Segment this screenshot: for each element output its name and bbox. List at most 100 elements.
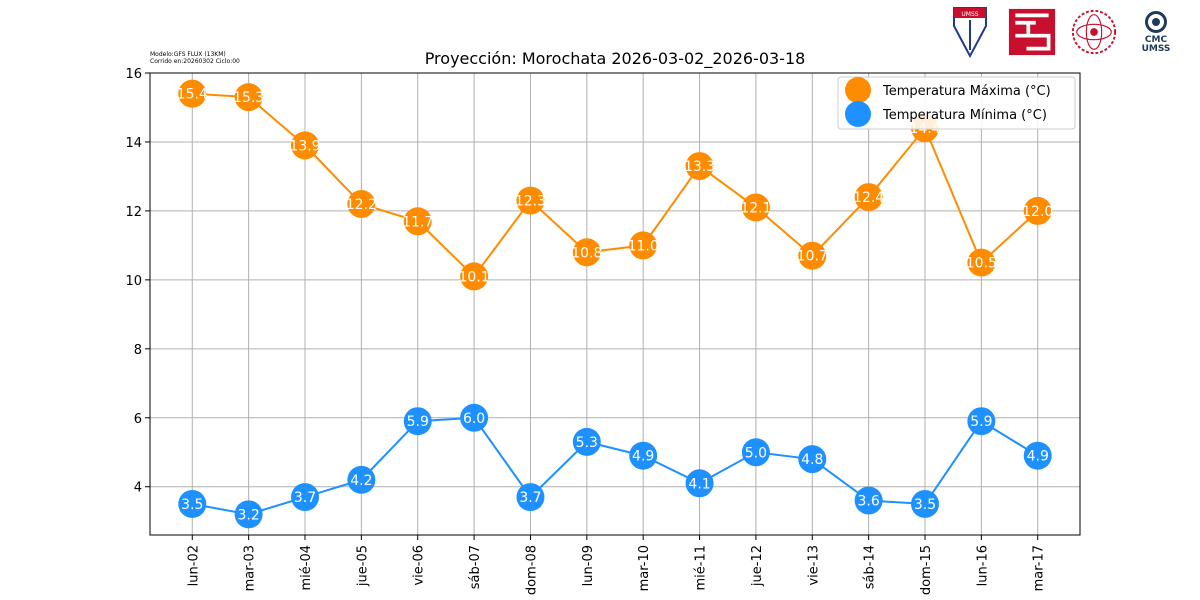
data-point-max [798,241,827,270]
data-label-min: 6.0 [463,411,485,427]
legend-marker-max [845,77,871,103]
x-tick-label: lun-02 [186,545,201,586]
data-point-min [911,489,939,518]
y-tick-label: 6 [134,412,142,427]
y-tick-label: 8 [134,343,142,358]
data-label-min: 4.1 [688,476,710,492]
legend: Temperatura Máxima (°C) Temperatura Mínim… [837,76,1076,130]
data-point-min [854,486,883,515]
data-point-min [967,407,996,436]
data-point-max [854,183,883,212]
data-label-max: 13.3 [684,159,715,175]
data-point-min [403,407,432,436]
data-label-min: 3.2 [238,507,260,523]
data-label-max: 12.0 [1022,204,1053,220]
legend-label-min: Temperatura Mínima (°C) [882,108,1047,123]
data-point-max [1023,196,1052,225]
data-point-min [798,445,827,474]
x-tick-label: mié-11 [694,545,709,591]
data-point-max [403,207,432,236]
y-tick-label: 4 [134,481,142,496]
data-label-min: 5.9 [970,414,992,430]
data-label-max: 11.0 [628,238,659,254]
data-point-min [685,469,714,498]
x-tick-label: mar-10 [637,545,652,591]
model-info: Modelo:GFS FLUX (13KM) Corrido en:202603… [150,51,240,65]
y-tick-label: 10 [125,274,142,289]
data-label-min: 4.8 [801,452,823,468]
data-label-max: 10.5 [966,256,997,272]
data-label-min: 5.3 [576,435,598,451]
red-emblem-logo [1008,6,1056,58]
data-point-max [967,248,996,277]
umss-logo-text: UMSS [961,11,978,18]
data-label-max: 15.3 [233,90,264,106]
axis-layer: lun-02 mar-03 mié-04 jue-05 vie-06 sáb-07 dom-… [125,67,1046,595]
x-tick-label: mar-17 [1032,545,1047,591]
data-label-min: 3.7 [294,490,316,506]
x-tick-label: dom-15 [919,545,934,595]
data-label-max: 11.7 [402,214,433,230]
cmc-umss-logo: CMC UMSS [1132,6,1180,58]
x-tick-label: jue-05 [355,545,370,587]
x-tick-label: jue-12 [750,545,765,587]
x-tick-label: lun-16 [975,545,990,586]
data-label-max: 15.4 [177,87,208,103]
red-seal-logo [1070,6,1118,58]
data-label-max: 12.1 [740,200,771,216]
data-label-min: 5.0 [745,445,767,461]
data-point-min [178,489,207,518]
x-tick-label: lun-09 [581,545,596,586]
legend-label-max: Temperatura Máxima (°C) [882,84,1051,99]
y-tick-label: 14 [125,136,142,151]
plot-frame [149,72,1081,536]
run-line: Corrido en:20260302 Ciclo:00 [150,58,240,65]
data-point-min [347,465,376,494]
data-point-min [629,441,658,470]
data-point-max [460,262,489,291]
data-label-min: 4.9 [1027,449,1049,465]
x-tick-label: vie-06 [412,545,427,586]
data-label-min: 3.7 [519,490,541,506]
data-label-max: 10.8 [571,245,602,261]
legend-marker-min [845,101,871,127]
data-label-min: 3.5 [914,497,936,513]
x-tick-label: mar-03 [243,545,258,591]
data-point-max [178,79,207,108]
data-label-min: 3.5 [181,497,203,513]
data-label-min: 4.2 [350,473,372,489]
legend-box [837,76,1076,130]
data-label-max: 10.7 [797,249,828,265]
series-line-min [192,416,1039,516]
data-label-max: 12.2 [346,197,377,213]
cmc-logo-subtext: UMSS [1141,43,1171,54]
data-point-min [1023,441,1052,470]
data-point-max [741,193,770,222]
cmc-ring-icon [1145,10,1167,33]
data-point-max [685,152,714,181]
data-point-max [234,83,263,112]
series-layer: 15.4 15.3 13.9 12.2 11.7 10.1 12.3 10.8 11.0 13.3… [177,79,1053,529]
x-tick-label: dom-08 [524,545,539,595]
data-point-max [572,238,601,267]
series-line-max [192,92,1039,278]
data-point-min [460,403,489,432]
data-point-min [291,483,319,512]
x-tick-label: vie-13 [806,545,821,586]
data-label-max: 12.4 [853,190,884,206]
x-tick-label: sáb-07 [468,545,483,589]
y-tick-label: 16 [125,67,142,82]
data-point-min [234,500,263,529]
y-tick-label: 12 [125,205,142,220]
data-label-max: 10.1 [459,269,490,285]
cmc-logo-text: CMC [1144,34,1168,45]
umss-shield-logo: UMSS [946,6,994,58]
data-point-max [629,231,658,260]
data-point-max [347,190,376,219]
data-label-max: 12.3 [515,194,546,210]
data-label-min: 4.9 [632,449,654,465]
data-point-min [516,483,545,512]
data-point-min [572,427,601,456]
data-point-min [741,438,770,467]
